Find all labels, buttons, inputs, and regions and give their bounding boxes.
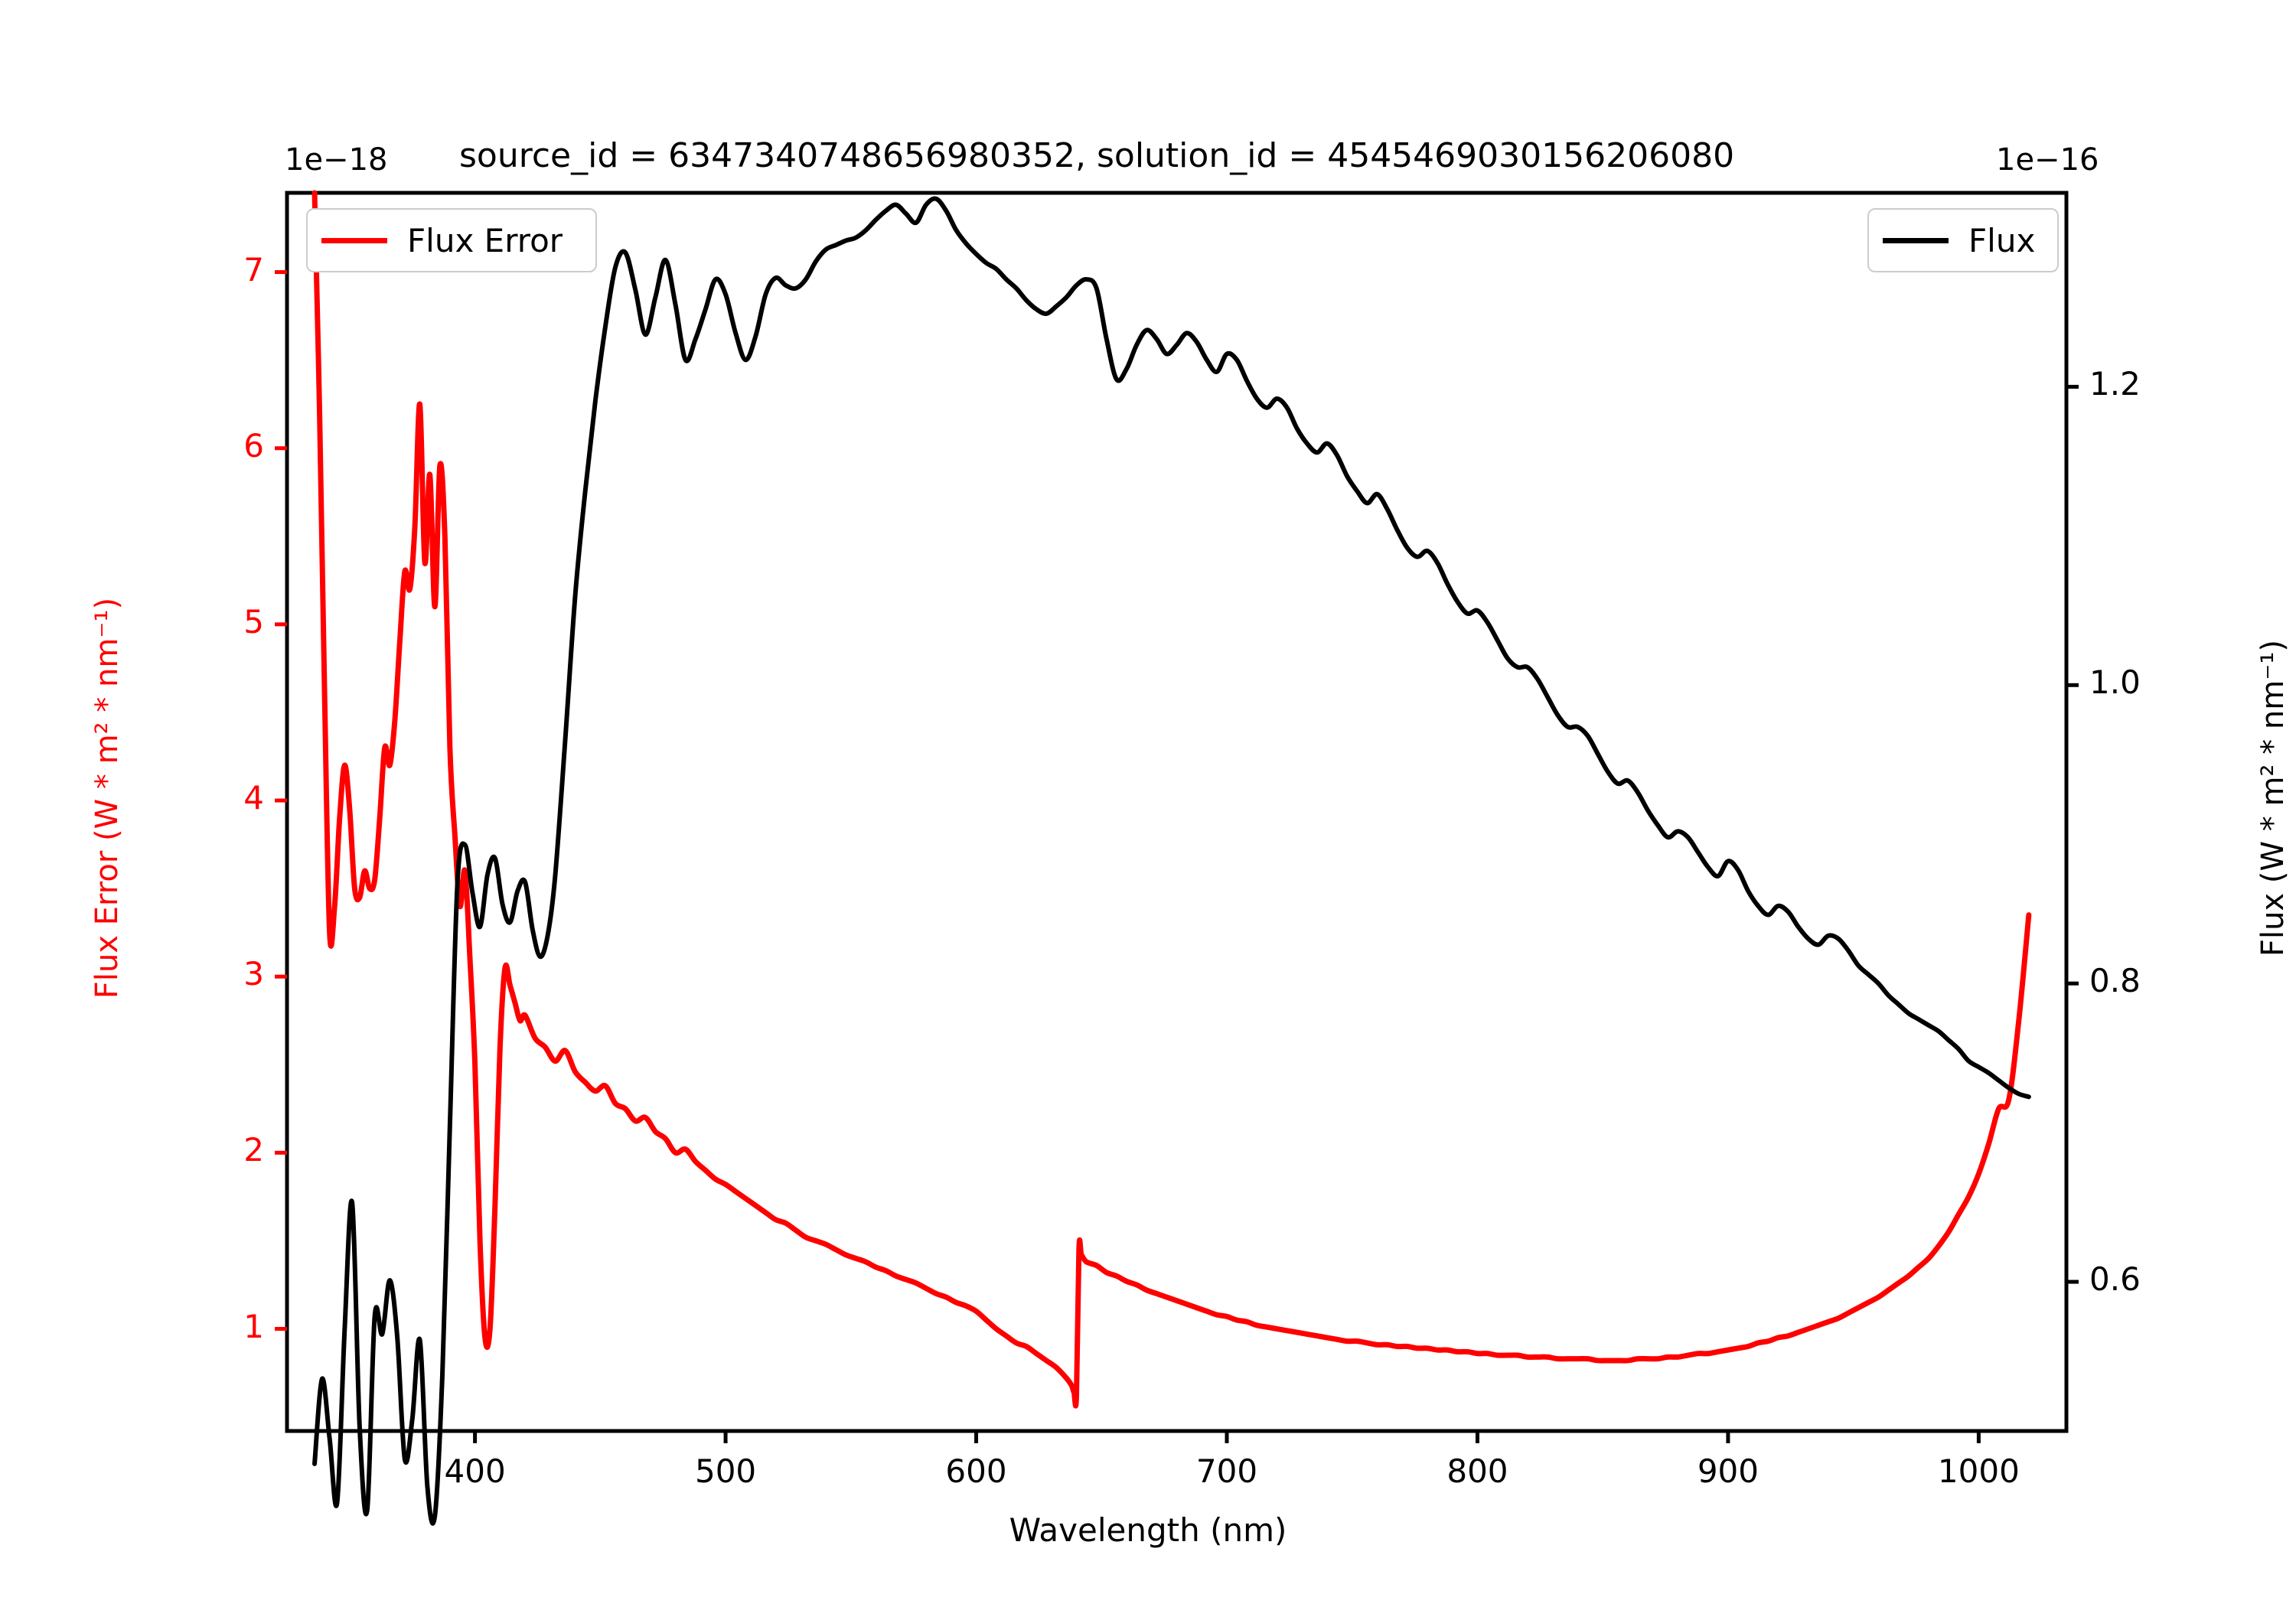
x-tick-label-600: 600 bbox=[945, 1452, 1007, 1490]
flux-error-curve bbox=[311, 190, 2032, 1409]
right-axis-label: Flux (W * m² * nm⁻¹) bbox=[2255, 640, 2291, 957]
legend-label-flux: Flux bbox=[1968, 221, 2036, 259]
right-axis-offset-text: 1e−16 bbox=[1996, 142, 2099, 178]
plot-title: source_id = 6347340748656980352, solutio… bbox=[459, 136, 1735, 175]
left-axis-offset-text: 1e−18 bbox=[285, 142, 388, 178]
legend-flux[interactable]: Flux bbox=[1867, 208, 2059, 272]
legend-line-swatch-flux bbox=[1883, 237, 1949, 243]
x-axis-label: Wavelength (nm) bbox=[1009, 1511, 1287, 1549]
y-tick-label-left-6: 6 bbox=[243, 426, 264, 464]
y-tick-label-left-7: 7 bbox=[243, 250, 264, 288]
y-tick-label-left-2: 2 bbox=[243, 1131, 264, 1169]
tick-marks bbox=[275, 270, 2079, 1443]
left-axis-label: Flux Error (W * m² * nm⁻¹) bbox=[90, 597, 125, 999]
x-tick-label-500: 500 bbox=[694, 1452, 757, 1490]
y-tick-label-right-0.8: 0.8 bbox=[2089, 962, 2141, 1000]
legend-label-flux-error: Flux Error bbox=[407, 221, 563, 259]
y-tick-label-left-3: 3 bbox=[243, 955, 264, 993]
flux-curve bbox=[312, 196, 2031, 1526]
y-tick-label-right-1.0: 1.0 bbox=[2089, 663, 2141, 702]
legend-flux-error[interactable]: Flux Error bbox=[306, 208, 597, 272]
axes-frame bbox=[285, 191, 2069, 1433]
y-tick-label-left-1: 1 bbox=[243, 1307, 264, 1345]
x-tick-label-1000: 1000 bbox=[1937, 1452, 2020, 1490]
y-tick-label-right-0.6: 0.6 bbox=[2089, 1260, 2141, 1299]
y-tick-label-right-1.2: 1.2 bbox=[2089, 365, 2141, 403]
x-tick-label-800: 800 bbox=[1446, 1452, 1508, 1490]
x-tick-label-900: 900 bbox=[1697, 1452, 1759, 1490]
legend-line-swatch-flux-error bbox=[321, 237, 387, 243]
x-tick-label-400: 400 bbox=[444, 1452, 506, 1490]
x-tick-label-700: 700 bbox=[1195, 1452, 1258, 1490]
y-tick-label-left-4: 4 bbox=[243, 779, 264, 817]
y-tick-label-left-5: 5 bbox=[243, 602, 264, 641]
